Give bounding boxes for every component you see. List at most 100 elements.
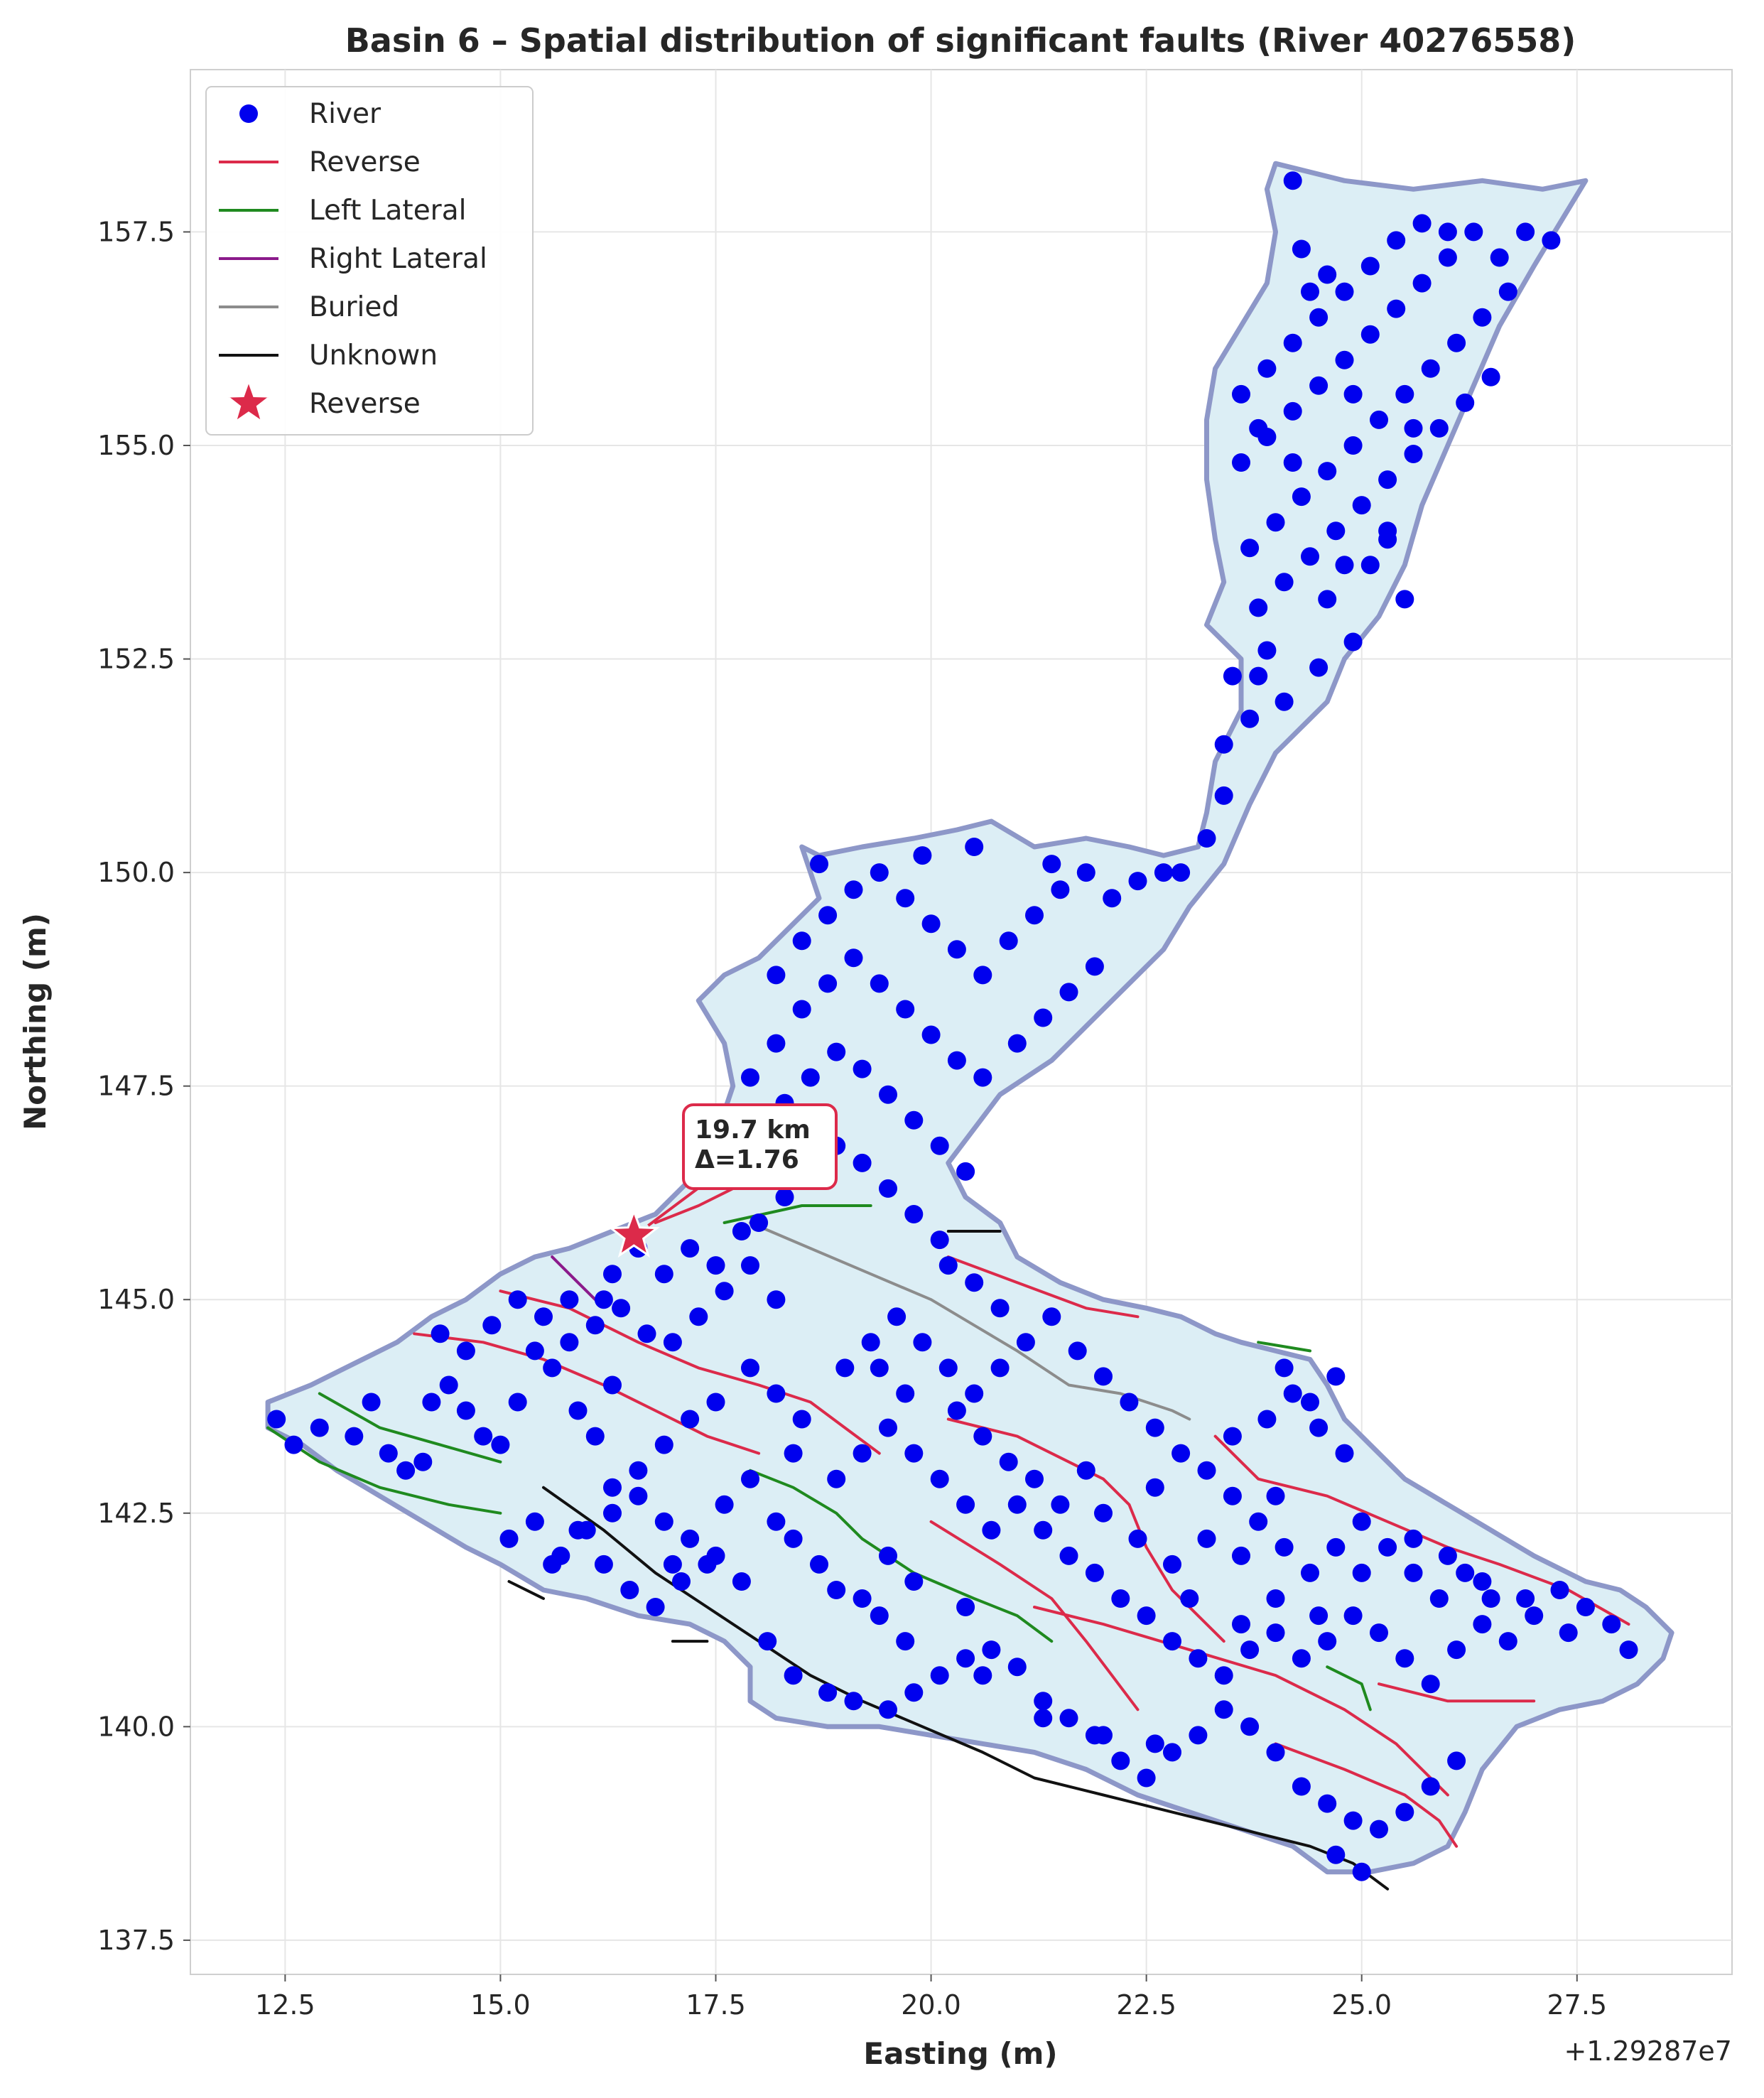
river-point <box>603 1265 622 1284</box>
river-point <box>1223 666 1242 686</box>
river-point <box>1498 282 1517 301</box>
river-point <box>1111 1589 1130 1608</box>
river-point <box>1301 1563 1319 1582</box>
legend-items: River Reverse Left Lateral Right Lateral Bur… <box>219 98 487 425</box>
river-point <box>1163 1632 1181 1651</box>
river-point <box>930 1469 949 1488</box>
river-point <box>1283 453 1302 472</box>
y-axis-ticks: 137.5 140.0 142.5 145.0 147.5 150.0 152.5 155.0… <box>97 216 190 1956</box>
river-point <box>1180 1589 1199 1608</box>
annotation-layer: 19.7 kmΔ=1.76 <box>607 1103 838 1258</box>
river-point <box>784 1444 803 1463</box>
river-point <box>1395 1649 1414 1668</box>
river-point <box>1326 1367 1346 1386</box>
river-point <box>1007 1658 1027 1677</box>
river-point <box>732 1222 751 1240</box>
river-point <box>947 1051 966 1070</box>
river-point <box>758 1632 777 1651</box>
legend-label: Reverse <box>309 388 421 420</box>
river-point <box>1516 1589 1535 1608</box>
river-point <box>379 1444 398 1463</box>
river-point <box>999 931 1018 951</box>
river-point <box>1456 1563 1475 1582</box>
river-point <box>904 1444 924 1463</box>
river-point <box>801 1068 820 1087</box>
river-point <box>741 1068 759 1087</box>
river-point <box>930 1666 949 1685</box>
legend-label: Reverse <box>309 146 421 178</box>
river-point <box>1283 333 1302 352</box>
river-point <box>904 1110 924 1130</box>
river-point <box>1326 1845 1346 1864</box>
river-point <box>1042 1307 1061 1326</box>
river-point <box>784 1529 803 1548</box>
river-point <box>1145 1734 1164 1753</box>
x-tick-label: 17.5 <box>686 1989 746 2021</box>
river-point <box>1343 384 1363 404</box>
river-point <box>1318 1794 1337 1813</box>
fault-line-reverse <box>946 1417 1225 1643</box>
river-point <box>750 1213 769 1232</box>
y-tick-label: 142.5 <box>97 1498 175 1529</box>
river-point <box>594 1290 613 1309</box>
river-point <box>1473 1572 1492 1591</box>
chart-title: Basin 6 – Spatial distribution of signif… <box>345 21 1576 60</box>
annotation-text: Δ=1.76 <box>695 1145 799 1174</box>
fault-line-left-lateral <box>266 1426 502 1515</box>
river-point <box>1266 1623 1285 1643</box>
river-point <box>1007 1495 1027 1514</box>
river-point <box>1172 863 1191 882</box>
river-point <box>345 1427 364 1446</box>
river-point <box>1309 1606 1329 1626</box>
x-tick-label: 27.5 <box>1547 1989 1607 2021</box>
river-point <box>1447 1751 1466 1770</box>
river-point <box>689 1307 708 1326</box>
river-point <box>818 974 838 993</box>
legend-label: Buried <box>309 291 399 323</box>
river-point <box>1309 376 1329 395</box>
river-point <box>1395 1802 1414 1822</box>
legend-label: Left Lateral <box>309 195 466 227</box>
river-point <box>938 1358 958 1378</box>
river-point <box>767 1290 786 1309</box>
river-point <box>1318 462 1337 481</box>
y-tick-label: 137.5 <box>97 1925 175 1956</box>
x-axis-label: Easting (m) <box>863 2036 1057 2071</box>
river-point <box>1128 872 1147 891</box>
river-point <box>1387 231 1406 250</box>
river-point <box>1059 983 1078 1002</box>
river-point <box>810 1554 828 1574</box>
fault-line-left-lateral <box>318 1392 502 1464</box>
river-point <box>629 1461 648 1480</box>
river-point <box>1447 333 1466 352</box>
river-point <box>1473 1615 1492 1634</box>
river-point <box>792 931 811 951</box>
river-point <box>663 1333 682 1352</box>
river-point <box>1275 692 1294 711</box>
river-point <box>1085 957 1104 976</box>
river-point <box>930 1136 949 1155</box>
fault-line-reverse <box>929 1520 1140 1712</box>
river-point <box>1360 556 1380 575</box>
river-point <box>844 880 863 899</box>
river-point <box>663 1554 682 1574</box>
river-point <box>612 1299 631 1318</box>
river-point <box>1404 418 1423 438</box>
river-point <box>1189 1649 1208 1668</box>
river-point <box>879 1179 897 1198</box>
river-point <box>827 1581 846 1599</box>
river-point <box>896 1632 915 1651</box>
annotation-box <box>682 1103 838 1190</box>
river-point <box>1249 666 1268 686</box>
river-point <box>1059 1709 1078 1728</box>
river-point <box>1025 1469 1044 1488</box>
river-point <box>1481 367 1500 386</box>
river-point <box>861 1333 880 1352</box>
y-tick-label: 150.0 <box>97 857 175 888</box>
fault-line-reverse <box>499 1289 881 1455</box>
river-point <box>1412 274 1432 293</box>
river-point <box>1395 384 1414 404</box>
river-points-layer <box>267 171 1638 1881</box>
river-point <box>1326 521 1346 541</box>
river-point <box>1007 1034 1027 1053</box>
